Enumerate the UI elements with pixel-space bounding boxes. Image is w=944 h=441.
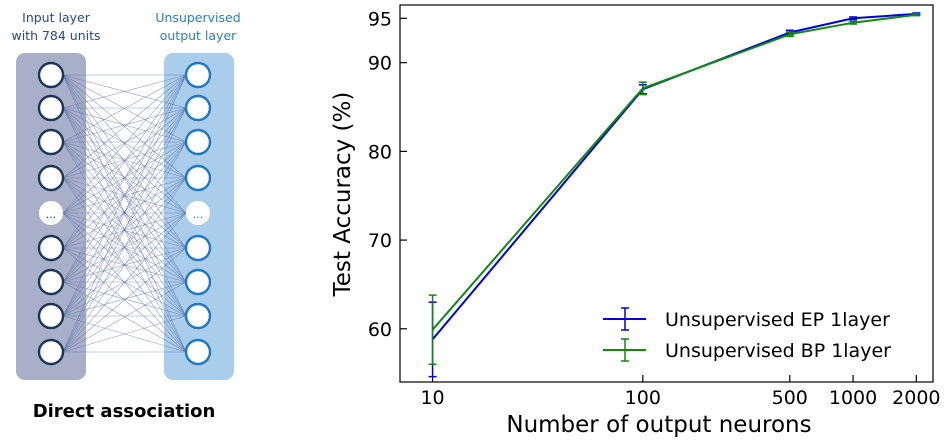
connection-line	[62, 74, 187, 179]
input-layer-label-line2: with 784 units	[11, 28, 100, 43]
connection-line	[62, 74, 187, 109]
connection-line	[62, 74, 187, 214]
input-ellipsis: ...	[46, 208, 57, 221]
series-line	[431, 13, 917, 331]
x-tick-label: 2000	[892, 387, 940, 409]
output-layer-label-line1: Unsupervised	[155, 10, 240, 25]
x-tick-label: 1000	[829, 387, 877, 409]
input-node	[37, 61, 65, 89]
input-node	[37, 94, 65, 122]
connection-line	[62, 107, 187, 179]
connection-line	[62, 177, 187, 353]
connection-line	[62, 141, 187, 179]
connection-line	[62, 107, 187, 214]
legend-ep-label: Unsupervised EP 1layer	[665, 309, 890, 331]
input-node	[37, 338, 65, 366]
connection-line	[62, 247, 187, 317]
output-node	[184, 234, 212, 262]
output-layer-label-line2: output layer	[160, 28, 237, 43]
output-node	[184, 94, 212, 122]
output-node	[184, 164, 212, 192]
x-tick-label: 500	[772, 387, 808, 409]
connection-line	[62, 212, 187, 317]
input-ellipsis-node	[39, 201, 63, 225]
x-tick-label: 100	[625, 387, 661, 409]
y-axis-title: Test Accuracy (%)	[330, 92, 356, 298]
input-node	[37, 128, 65, 156]
y-tick-label: 60	[368, 319, 392, 341]
connections	[62, 74, 187, 353]
input-nodes	[37, 61, 65, 366]
output-node	[184, 302, 212, 330]
connection-line	[62, 247, 187, 353]
input-node	[37, 302, 65, 330]
connection-line	[62, 74, 187, 353]
connection-line	[62, 107, 187, 317]
diagram-caption: Direct association	[33, 401, 216, 422]
x-axis-title: Number of output neurons	[506, 412, 811, 438]
legend-entry-bp: Unsupervised BP 1layer	[603, 338, 891, 362]
output-node	[184, 128, 212, 156]
input-layer-label-line1: Input layer	[22, 10, 91, 25]
connection-line	[62, 141, 187, 317]
connection-line	[62, 74, 187, 143]
legend-entry-ep: Unsupervised EP 1layer	[603, 307, 890, 331]
connection-line	[62, 107, 187, 143]
network-diagram: Input layer with 784 units Unsupervised …	[11, 10, 240, 422]
series-lines	[428, 12, 921, 378]
connection-line	[62, 74, 187, 283]
connection-line	[62, 315, 187, 353]
connection-line	[62, 74, 187, 249]
legend-bp-label: Unsupervised BP 1layer	[665, 340, 891, 362]
connection-line	[62, 141, 187, 353]
connection-line	[62, 212, 187, 353]
series-bp	[428, 13, 921, 366]
y-tick-label: 95	[368, 8, 392, 30]
y-tick-label: 70	[368, 230, 392, 252]
connection-line	[62, 281, 187, 353]
connection-line	[62, 281, 187, 317]
connection-line	[62, 107, 187, 353]
series-line	[431, 12, 917, 341]
output-node	[184, 61, 212, 89]
connection-line	[62, 74, 187, 317]
y-tick-label: 90	[368, 53, 392, 75]
output-node	[184, 338, 212, 366]
output-node	[184, 268, 212, 296]
plot-frame	[399, 4, 934, 383]
input-node	[37, 234, 65, 262]
output-ellipsis: ...	[193, 208, 204, 221]
y-tick-label: 80	[368, 141, 392, 163]
axis-ticks: 60 70 80 90 95 10 100 500 1000 2000	[368, 8, 941, 409]
connection-line	[62, 141, 187, 214]
input-node	[37, 268, 65, 296]
input-node	[37, 164, 65, 192]
accuracy-chart: 60 70 80 90 95 10 100 500 1000 2000 Number of out…	[330, 4, 941, 438]
legend: Unsupervised EP 1layer Unsupervised BP 1…	[603, 307, 891, 362]
output-ellipsis-node	[186, 201, 210, 225]
x-tick-label: 10	[420, 387, 444, 409]
output-nodes	[184, 61, 212, 366]
